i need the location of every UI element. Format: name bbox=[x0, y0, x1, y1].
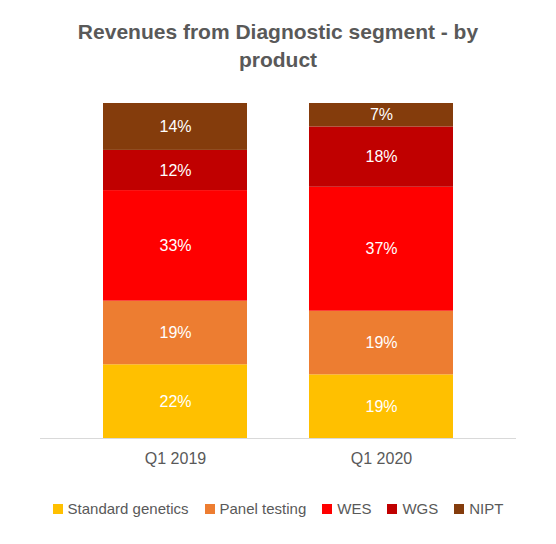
svg-text:Q1 2019: Q1 2019 bbox=[145, 450, 206, 467]
html-text:NIPT: NIPT bbox=[469, 500, 504, 517]
html-text:Panel testing: Panel testing bbox=[219, 500, 307, 517]
html-text:Standard genetics: Standard genetics bbox=[67, 500, 189, 517]
svg-text:12%: 12% bbox=[159, 162, 191, 179]
svg-text:19%: 19% bbox=[365, 398, 397, 415]
svg-text:22%: 22% bbox=[159, 393, 191, 410]
svg-text:14%: 14% bbox=[159, 118, 191, 135]
svg-text:19%: 19% bbox=[365, 334, 397, 351]
html-text:WES: WES bbox=[337, 500, 372, 517]
html-text:Revenues from Diagnostic segme: Revenues from Diagnostic segment - by pr… bbox=[77, 20, 479, 71]
html-text:WGS: WGS bbox=[402, 500, 439, 517]
svg-text:7%: 7% bbox=[370, 106, 393, 123]
svg-text:Q1 2020: Q1 2020 bbox=[351, 450, 412, 467]
svg-text:18%: 18% bbox=[365, 148, 397, 165]
svg-text:33%: 33% bbox=[159, 237, 191, 254]
svg-text:19%: 19% bbox=[159, 324, 191, 341]
svg-text:37%: 37% bbox=[365, 240, 397, 257]
